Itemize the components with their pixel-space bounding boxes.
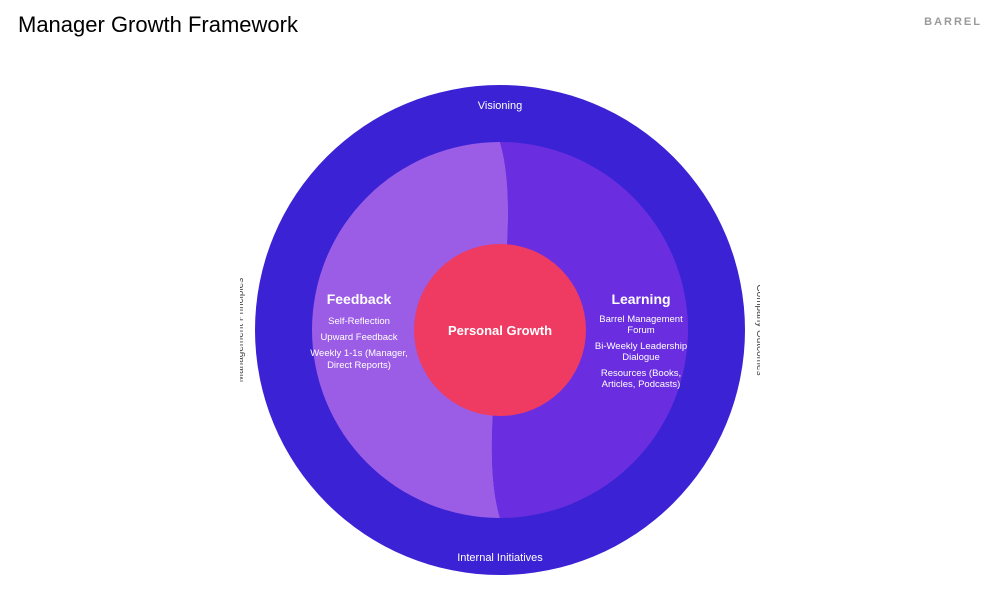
feedback-title: Feedback bbox=[327, 291, 392, 307]
learning-item: Bi-Weekly Leadership bbox=[595, 341, 687, 352]
outer-ring-label-bottom: Internal Initiatives bbox=[457, 552, 543, 564]
feedback-item: Direct Reports) bbox=[327, 360, 391, 371]
feedback-item: Self-Reflection bbox=[328, 316, 390, 327]
side-label-left: Management Principles bbox=[240, 278, 246, 383]
feedback-item: Weekly 1-1s (Manager, bbox=[310, 348, 408, 359]
brand-label: BARREL bbox=[924, 16, 982, 28]
side-label-right: Company Outcomes bbox=[754, 284, 760, 375]
learning-item: Dialogue bbox=[622, 352, 660, 363]
feedback-item: Upward Feedback bbox=[320, 332, 397, 343]
learning-item: Resources (Books, bbox=[601, 368, 681, 379]
center-label: Personal Growth bbox=[448, 323, 552, 338]
diagram-container: Personal Growth Visioning Internal Initiat… bbox=[240, 70, 760, 595]
learning-title: Learning bbox=[611, 291, 670, 307]
growth-diagram: Personal Growth Visioning Internal Initiat… bbox=[240, 70, 760, 590]
learning-item: Forum bbox=[627, 325, 655, 336]
outer-ring-label-top: Visioning bbox=[478, 100, 522, 112]
learning-item: Barrel Management bbox=[599, 314, 683, 325]
page-title: Manager Growth Framework bbox=[18, 12, 298, 38]
learning-item: Articles, Podcasts) bbox=[602, 379, 681, 390]
